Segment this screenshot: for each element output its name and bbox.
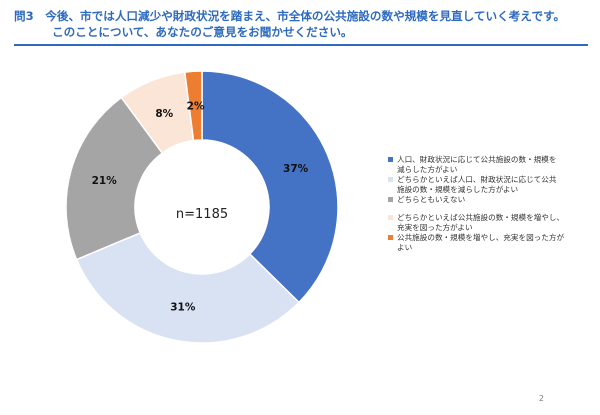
question-title: 問3 今後、市では人口減少や財政状況を踏まえ、市全体の公共施設の数や規模を見直し…: [14, 8, 594, 40]
legend-label-cont: よい: [397, 243, 413, 252]
donut-slice: [201, 70, 339, 304]
legend-label-cont: 充実を図った方がよい: [397, 223, 473, 232]
legend-item: どちらかといえば人口、財政状況に応じて公共 施設の数・規模を減らした方がよい: [388, 175, 593, 195]
legend-item: 人口、財政状況に応じて公共施設の数・規模を 減らした方がよい: [388, 155, 593, 175]
legend-label-cont: 減らした方がよい: [397, 165, 458, 174]
legend-item: どちらともいえない: [388, 195, 593, 205]
question-line-1: 問3 今後、市では人口減少や財政状況を踏まえ、市全体の公共施設の数や規模を見直し…: [14, 9, 566, 23]
legend-swatch: [388, 197, 393, 202]
legend-label: 公共施設の数・規模を増やし、充実を図った方が: [397, 233, 565, 242]
legend: 人口、財政状況に応じて公共施設の数・規模を 減らした方がよい どちらかといえば人…: [388, 155, 593, 253]
legend-label: どちらかといえば人口、財政状況に応じて公共: [397, 175, 557, 184]
page-number: 2: [538, 394, 544, 403]
header-divider: [14, 44, 588, 46]
legend-item: どちらかといえば公共施設の数・規模を増やし、 充実を図った方がよい: [388, 213, 593, 233]
donut-slice: [75, 231, 300, 344]
slice-data-label: 2%: [187, 101, 205, 113]
legend-swatch: [388, 157, 393, 162]
slice-data-label: 37%: [283, 163, 309, 175]
slice-data-label: 8%: [155, 108, 173, 120]
legend-label-cont: 施設の数・規模を減らした方がよい: [397, 185, 519, 194]
slices: [65, 70, 339, 344]
legend-swatch: [388, 235, 393, 240]
header: [0, 0, 600, 47]
slice-data-label: 21%: [92, 175, 118, 187]
legend-label: どちらともいえない: [397, 195, 466, 204]
donut-slice: [183, 70, 203, 142]
slice-data-label: 31%: [170, 302, 196, 314]
legend-item: 公共施設の数・規模を増やし、充実を図った方が よい: [388, 233, 593, 253]
legend-label: どちらかといえば公共施設の数・規模を増やし、: [397, 213, 565, 222]
legend-swatch: [388, 177, 393, 182]
donut-slice: [65, 96, 164, 261]
slice-labels: 37% 31% 21% 8% 2%: [92, 101, 309, 314]
center-label: n=1185: [176, 207, 228, 222]
question-line-2: このことについて、あなたのご意見をお聞かせください。: [52, 25, 353, 39]
legend-swatch: [388, 215, 393, 220]
legend-label: 人口、財政状況に応じて公共施設の数・規模を: [397, 155, 557, 164]
